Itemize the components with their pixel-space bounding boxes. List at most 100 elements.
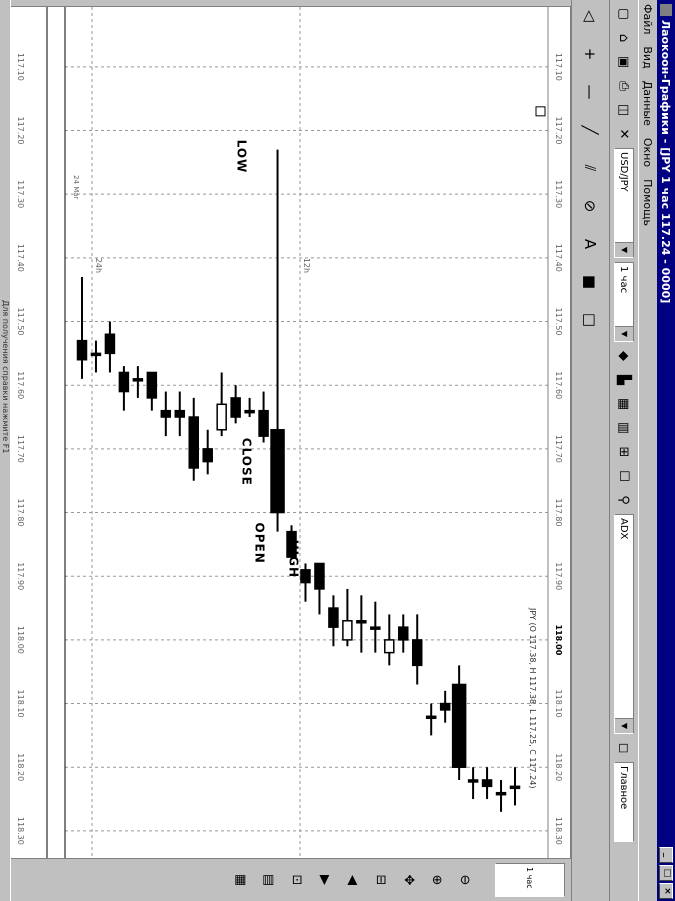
chart-type-icon[interactable]: ▙ <box>616 375 632 385</box>
time-label: 12h <box>302 258 311 273</box>
price-axis-label: 117.70 <box>16 435 25 463</box>
price-axis-label: 118.00 <box>16 626 25 654</box>
zoom-in-icon[interactable]: ⊕ <box>429 874 445 886</box>
candle-body <box>188 416 199 469</box>
chart-area[interactable]: 118.30 118.20 118.10 118.00 117.90 117.80 117.… <box>31 6 571 860</box>
pointer-icon[interactable]: ◁ <box>581 10 600 22</box>
arrow-up-icon[interactable]: ■ <box>581 274 600 290</box>
new-icon[interactable]: ▢ <box>616 7 632 21</box>
fit-icon[interactable]: ⊡ <box>289 874 305 886</box>
candle-body <box>495 791 507 796</box>
price-tick-label: 117.40 <box>554 244 563 272</box>
scale-icon[interactable]: ▤ <box>261 873 277 887</box>
preview-icon[interactable]: ◫ <box>616 103 632 117</box>
date-label: 24 Mar <box>72 175 80 199</box>
right-arrow-icon[interactable]: ▶ <box>317 875 333 885</box>
indicator-icon[interactable]: ▥ <box>616 421 632 435</box>
status-text: Для получения справки нажмите F1 <box>1 300 10 454</box>
chart-legend: JPY (O 117.38, H 117.38, L 117.25, C 117… <box>528 607 537 788</box>
minimize-icon[interactable]: _ <box>659 847 673 863</box>
window-icon[interactable]: ☐ <box>616 470 632 482</box>
candle-body <box>258 409 269 437</box>
page-icon[interactable]: ⊟ <box>373 874 389 886</box>
annotation-low: LOW <box>235 140 249 174</box>
trend-line-icon[interactable]: ╱ <box>581 125 600 135</box>
settings-icon[interactable]: ◻ <box>616 742 632 754</box>
candle-body <box>328 607 339 628</box>
price-tick-label: 117.90 <box>554 562 563 590</box>
candle-body <box>314 562 325 590</box>
price-tick-label: 117.70 <box>554 435 563 463</box>
price-axis-bar: 118.30 118.20 118.10 118.00 117.90 117.80 117.… <box>10 6 33 860</box>
indicator-select-value: ADX <box>618 518 630 540</box>
move-icon[interactable]: ✥ <box>401 874 417 886</box>
fibonacci-icon[interactable]: ⊘ <box>581 199 600 213</box>
open-icon[interactable]: ⌂ <box>616 33 632 43</box>
app-icon <box>660 4 672 16</box>
candle-body <box>425 715 437 720</box>
price-tick-label: 118.20 <box>554 753 563 781</box>
candle-body <box>160 409 172 418</box>
candle-body <box>398 626 409 641</box>
maximize-icon[interactable]: □ <box>659 865 673 881</box>
annotation-open: OPEN <box>253 523 267 564</box>
price-axis-label: 117.90 <box>16 562 25 590</box>
crosshair-icon[interactable]: + <box>581 47 600 61</box>
candle-body <box>342 620 353 641</box>
period-select[interactable]: 1 час ▼ <box>614 262 634 342</box>
candle-body <box>481 779 493 788</box>
grid-icon[interactable]: ▦ <box>616 397 632 411</box>
view-select[interactable]: Главное <box>614 762 634 842</box>
chevron-down-icon[interactable]: ▼ <box>615 718 633 733</box>
menu-item-window[interactable]: Окно <box>641 137 655 168</box>
chart-close-icon <box>535 106 546 117</box>
price-tick-label: 117.20 <box>554 117 563 145</box>
chevron-down-icon[interactable]: ▼ <box>615 326 633 341</box>
candle-body <box>384 639 395 654</box>
zoom-out-icon[interactable]: ⊖ <box>457 874 473 886</box>
price-axis-label: 118.30 <box>16 817 25 845</box>
horizontal-line-icon[interactable]: — <box>581 84 600 100</box>
price-tick-label: 117.10 <box>554 53 563 81</box>
channel-icon[interactable]: ⫽ <box>581 164 600 172</box>
table-icon[interactable]: ⊞ <box>616 446 632 458</box>
menu-bar: Файл Вид Данные Окно Помощь <box>639 0 657 901</box>
menu-item-help[interactable]: Помощь <box>641 179 655 226</box>
zoom-icon[interactable]: ⚲ <box>616 495 632 505</box>
window-title: Лаокоон-Графики - [JPY 1 час 117.24 - 00… <box>659 20 673 304</box>
chevron-down-icon[interactable]: ▼ <box>615 242 633 257</box>
price-axis-label: 117.50 <box>16 308 25 336</box>
candle-body <box>76 339 88 361</box>
calendar-icon[interactable]: ▦ <box>233 873 249 887</box>
price-axis-label: 117.40 <box>16 244 25 272</box>
print-icon[interactable]: ⎙ <box>616 80 632 92</box>
bottom-period-select[interactable]: 1 час <box>495 863 565 897</box>
candle-body <box>230 397 241 418</box>
price-axis-label: 117.30 <box>16 180 25 208</box>
price-axis-label: 117.10 <box>16 53 25 81</box>
menu-item-file[interactable]: Файл <box>641 4 655 35</box>
rectangle-icon[interactable]: □ <box>581 312 600 328</box>
bottom-period-value: 1 час <box>525 867 535 889</box>
candle-body <box>118 371 130 393</box>
candle-body <box>300 569 311 584</box>
annotation-high: HIGH <box>287 540 301 578</box>
menu-item-data[interactable]: Данные <box>641 80 655 126</box>
left-arrow-icon[interactable]: ◀ <box>345 875 361 885</box>
cross-icon[interactable]: ✕ <box>616 128 632 140</box>
candle-body <box>90 352 102 357</box>
text-icon[interactable]: A <box>581 238 600 250</box>
menu-item-view[interactable]: Вид <box>641 46 655 69</box>
save-icon[interactable]: ▣ <box>616 55 632 69</box>
buy-arrow-icon[interactable]: ◆ <box>616 351 632 361</box>
view-select-value: Главное <box>618 766 630 810</box>
price-tick-label: 118.30 <box>554 817 563 845</box>
candlestick-chart[interactable]: 118.30 118.20 118.10 118.00 117.90 117.80 117.… <box>32 7 570 859</box>
close-icon[interactable]: × <box>659 883 673 899</box>
candle-body <box>174 409 186 418</box>
candle-body <box>411 639 423 667</box>
candle-body <box>509 785 521 790</box>
indicator-select[interactable]: ADX ▼ <box>614 514 634 734</box>
price-axis-label: 117.60 <box>16 371 25 399</box>
symbol-select[interactable]: USD/JPY ▼ <box>614 148 634 258</box>
